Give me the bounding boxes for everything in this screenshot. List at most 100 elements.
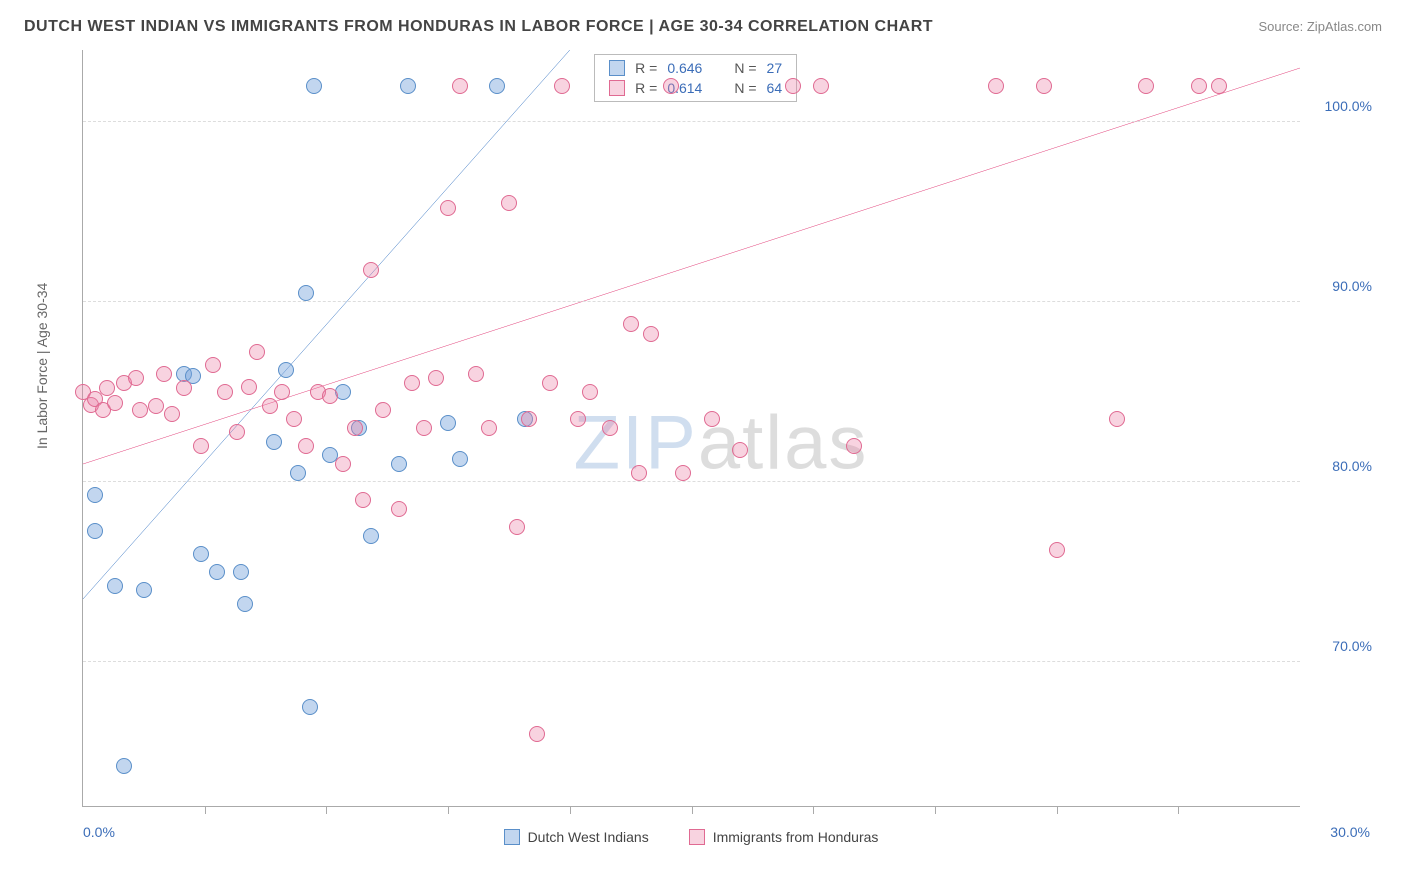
series-swatch	[609, 80, 625, 96]
n-label: N =	[734, 60, 756, 76]
y-tick-label: 100.0%	[1312, 98, 1372, 114]
stats-row: R =0.614N =64	[595, 78, 796, 98]
scatter-point	[643, 326, 659, 342]
scatter-point	[1211, 78, 1227, 94]
scatter-point	[286, 411, 302, 427]
scatter-point	[156, 366, 172, 382]
scatter-point	[193, 546, 209, 562]
scatter-point	[404, 375, 420, 391]
scatter-point	[1049, 542, 1065, 558]
scatter-point	[335, 456, 351, 472]
scatter-point	[521, 411, 537, 427]
plot-area: ZIPatlas R =0.646N =27R =0.614N =64 0.0%…	[82, 50, 1300, 807]
n-value: 27	[767, 60, 783, 76]
legend-item: Immigrants from Honduras	[689, 829, 879, 845]
legend: Dutch West Indians Immigrants from Hondur…	[82, 829, 1300, 845]
scatter-point	[107, 395, 123, 411]
scatter-point	[266, 434, 282, 450]
scatter-point	[233, 564, 249, 580]
scatter-point	[428, 370, 444, 386]
grid-line	[83, 481, 1300, 482]
trend-line	[83, 50, 570, 599]
n-label: N =	[734, 80, 756, 96]
scatter-point	[298, 438, 314, 454]
scatter-point	[132, 402, 148, 418]
scatter-point	[205, 357, 221, 373]
grid-line	[83, 301, 1300, 302]
scatter-point	[675, 465, 691, 481]
scatter-point	[347, 420, 363, 436]
scatter-point	[355, 492, 371, 508]
x-tick	[326, 806, 327, 814]
y-tick-label: 80.0%	[1312, 458, 1372, 474]
scatter-point	[416, 420, 432, 436]
scatter-point	[554, 78, 570, 94]
scatter-point	[176, 380, 192, 396]
scatter-point	[988, 78, 1004, 94]
x-tick	[692, 806, 693, 814]
scatter-point	[128, 370, 144, 386]
legend-swatch	[504, 829, 520, 845]
chart-header: DUTCH WEST INDIAN VS IMMIGRANTS FROM HON…	[0, 0, 1406, 44]
scatter-point	[290, 465, 306, 481]
chart-container: In Labor Force | Age 30-34 ZIPatlas R =0…	[24, 50, 1382, 847]
scatter-point	[164, 406, 180, 422]
scatter-point	[570, 411, 586, 427]
x-axis-max-label: 30.0%	[1330, 824, 1370, 840]
r-label: R =	[635, 80, 657, 96]
scatter-point	[1191, 78, 1207, 94]
scatter-point	[217, 384, 233, 400]
scatter-point	[440, 200, 456, 216]
x-tick	[813, 806, 814, 814]
scatter-point	[452, 78, 468, 94]
source-label: Source: ZipAtlas.com	[1258, 19, 1382, 34]
x-tick	[448, 806, 449, 814]
scatter-point	[107, 578, 123, 594]
scatter-point	[623, 316, 639, 332]
legend-label: Dutch West Indians	[528, 829, 649, 845]
scatter-point	[732, 442, 748, 458]
scatter-point	[602, 420, 618, 436]
scatter-point	[582, 384, 598, 400]
stats-box: R = 0.646 N = 27 R =0.614N =64	[594, 54, 797, 102]
scatter-point	[400, 78, 416, 94]
scatter-point	[391, 501, 407, 517]
scatter-point	[87, 523, 103, 539]
x-tick	[570, 806, 571, 814]
scatter-point	[542, 375, 558, 391]
scatter-point	[322, 388, 338, 404]
scatter-point	[1109, 411, 1125, 427]
grid-line	[83, 121, 1300, 122]
scatter-point	[363, 528, 379, 544]
scatter-point	[813, 78, 829, 94]
scatter-point	[229, 424, 245, 440]
y-axis-label: In Labor Force | Age 30-34	[34, 282, 50, 448]
scatter-point	[274, 384, 290, 400]
x-tick	[205, 806, 206, 814]
x-tick	[1178, 806, 1179, 814]
scatter-point	[529, 726, 545, 742]
legend-swatch	[689, 829, 705, 845]
scatter-point	[481, 420, 497, 436]
scatter-point	[452, 451, 468, 467]
scatter-point	[249, 344, 265, 360]
trend-lines	[83, 50, 1300, 806]
scatter-point	[298, 285, 314, 301]
chart-title: DUTCH WEST INDIAN VS IMMIGRANTS FROM HON…	[24, 18, 933, 36]
scatter-point	[846, 438, 862, 454]
scatter-point	[363, 262, 379, 278]
scatter-point	[440, 415, 456, 431]
scatter-point	[262, 398, 278, 414]
scatter-point	[704, 411, 720, 427]
scatter-point	[241, 379, 257, 395]
r-value: 0.646	[667, 60, 702, 76]
scatter-point	[391, 456, 407, 472]
scatter-point	[116, 758, 132, 774]
scatter-point	[509, 519, 525, 535]
scatter-point	[237, 596, 253, 612]
grid-line	[83, 661, 1300, 662]
scatter-point	[785, 78, 801, 94]
series-swatch	[609, 60, 625, 76]
scatter-point	[1036, 78, 1052, 94]
scatter-point	[278, 362, 294, 378]
